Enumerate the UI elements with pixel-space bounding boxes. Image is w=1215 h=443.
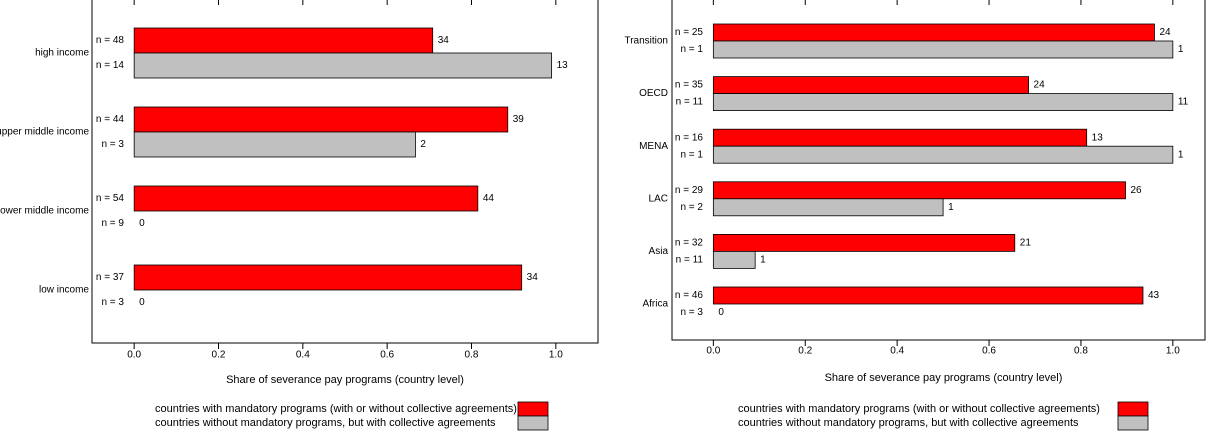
count-label: 1 <box>760 255 766 266</box>
count-label: 1 <box>1178 149 1184 160</box>
legend-label: countries with mandatory programs (with … <box>738 403 1100 415</box>
count-label: 1 <box>948 202 954 213</box>
legend-swatch <box>1117 415 1149 431</box>
category-label: low income <box>39 285 89 296</box>
x-tick-label: 1.0 <box>549 350 563 361</box>
count-label: 26 <box>1131 185 1143 196</box>
category-label: Asia <box>649 246 669 257</box>
count-label: 43 <box>1148 290 1160 301</box>
category-label: Africa <box>642 299 668 310</box>
n-label: n = 9 <box>101 218 124 229</box>
legend-label: countries without mandatory programs, bu… <box>738 417 1079 429</box>
legend-label: countries without mandatory programs, bu… <box>155 417 496 429</box>
n-label: n = 3 <box>101 139 124 150</box>
x-tick-label: 0.6 <box>982 346 996 357</box>
n-label: n = 2 <box>680 202 703 213</box>
x-tick-label: 1.0 <box>1166 346 1180 357</box>
x-tick-label: 0.8 <box>1074 346 1088 357</box>
count-label: 2 <box>420 139 426 150</box>
category-label: Transition <box>624 36 668 47</box>
count-label: 21 <box>1020 238 1032 249</box>
n-label: n = 46 <box>675 290 704 301</box>
x-axis-title: Share of severance pay programs (country… <box>226 374 464 386</box>
bar <box>712 181 1126 200</box>
bar <box>712 233 1016 252</box>
count-label: 0 <box>139 218 145 229</box>
legend-swatch <box>1117 401 1149 417</box>
bar <box>133 264 523 291</box>
count-label: 0 <box>139 297 145 308</box>
count-label: 11 <box>1178 97 1189 108</box>
bar <box>133 52 553 79</box>
category-label: OECD <box>639 88 668 99</box>
legend-label: countries with mandatory programs (with … <box>155 403 517 415</box>
n-label: n = 32 <box>675 238 704 249</box>
count-label: 34 <box>527 272 539 283</box>
bar <box>712 128 1088 147</box>
count-label: 39 <box>513 114 525 125</box>
n-label: n = 35 <box>675 80 704 91</box>
count-label: 24 <box>1034 80 1046 91</box>
n-label: n = 25 <box>675 27 704 38</box>
n-label: n = 14 <box>96 60 125 71</box>
category-label: high income <box>35 48 89 59</box>
bar <box>133 27 434 54</box>
count-label: 44 <box>483 193 495 204</box>
n-label: n = 11 <box>676 97 704 108</box>
x-tick-label: 0.4 <box>890 346 904 357</box>
bar <box>712 250 756 269</box>
n-label: n = 54 <box>96 193 125 204</box>
x-tick-label: 0.0 <box>706 346 720 357</box>
n-label: n = 29 <box>675 185 704 196</box>
bar <box>712 40 1174 59</box>
count-label: 0 <box>718 307 724 318</box>
n-label: n = 3 <box>101 297 124 308</box>
bar <box>133 185 479 212</box>
plot-frame <box>91 0 599 344</box>
bar <box>712 76 1029 94</box>
bar <box>712 286 1144 305</box>
x-tick-label: 0.4 <box>296 350 310 361</box>
category-label: LAC <box>649 193 668 204</box>
count-label: 1 <box>1178 44 1184 55</box>
count-label: 34 <box>438 35 450 46</box>
n-label: n = 1 <box>680 44 703 55</box>
plot-frame <box>671 0 1206 341</box>
x-tick-label: 0.8 <box>465 350 479 361</box>
bar <box>712 93 1174 111</box>
legend-swatch <box>517 415 549 431</box>
category-label: upper middle income <box>0 127 89 138</box>
x-tick-label: 0.2 <box>798 346 812 357</box>
n-label: n = 37 <box>96 272 125 283</box>
bar <box>133 131 416 158</box>
legend-swatch <box>517 401 549 417</box>
category-label: MENA <box>639 141 668 152</box>
count-label: 13 <box>557 60 569 71</box>
bar <box>712 145 1174 164</box>
n-label: n = 48 <box>96 35 125 46</box>
bar <box>712 198 944 217</box>
category-label: lower middle income <box>0 206 89 217</box>
bar <box>133 106 509 133</box>
x-axis-title: Share of severance pay programs (country… <box>825 372 1063 384</box>
count-label: 13 <box>1092 132 1104 143</box>
x-tick-label: 0.6 <box>380 350 394 361</box>
count-label: 24 <box>1159 27 1171 38</box>
n-label: n = 11 <box>676 255 704 266</box>
n-label: n = 16 <box>675 132 704 143</box>
x-tick-label: 0.2 <box>212 350 226 361</box>
n-label: n = 3 <box>680 307 703 318</box>
x-tick-label: 0.0 <box>127 350 141 361</box>
n-label: n = 44 <box>96 114 125 125</box>
n-label: n = 1 <box>680 149 703 160</box>
bar <box>712 23 1155 42</box>
